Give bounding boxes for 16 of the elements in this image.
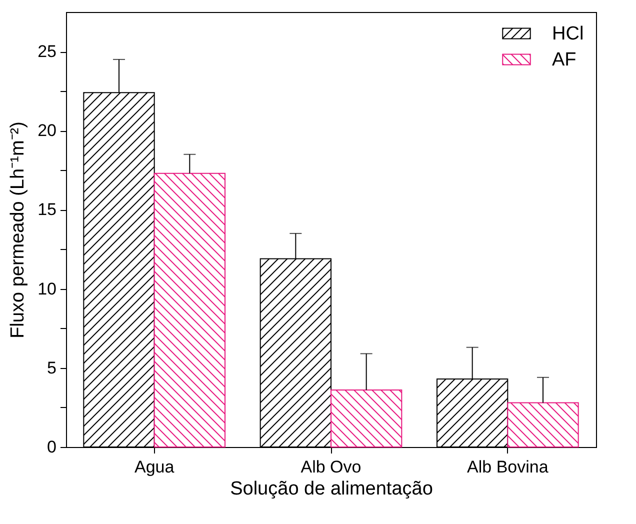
y-tick-label: 10 [38,279,56,298]
legend-label: AF [552,50,576,70]
x-tick-label: Agua [134,458,175,476]
x-tick-label: Alb Bovina [467,458,549,476]
y-tick-label: 15 [38,200,56,220]
y-axis-title: Fluxo permeado (Lh⁻¹m⁻²) [8,122,29,338]
x-tick-label: Alb Ovo [300,458,362,476]
legend-label: HCl [552,24,584,44]
x-axis-title: Solução de alimentação [230,478,433,500]
y-tick-label: 0 [47,438,56,456]
bar [330,390,402,448]
y-tick-label: 5 [47,358,56,378]
y-tick-label: 25 [38,42,56,62]
bar [507,402,579,448]
bar [154,172,226,448]
y-tick-label: 20 [38,121,56,140]
